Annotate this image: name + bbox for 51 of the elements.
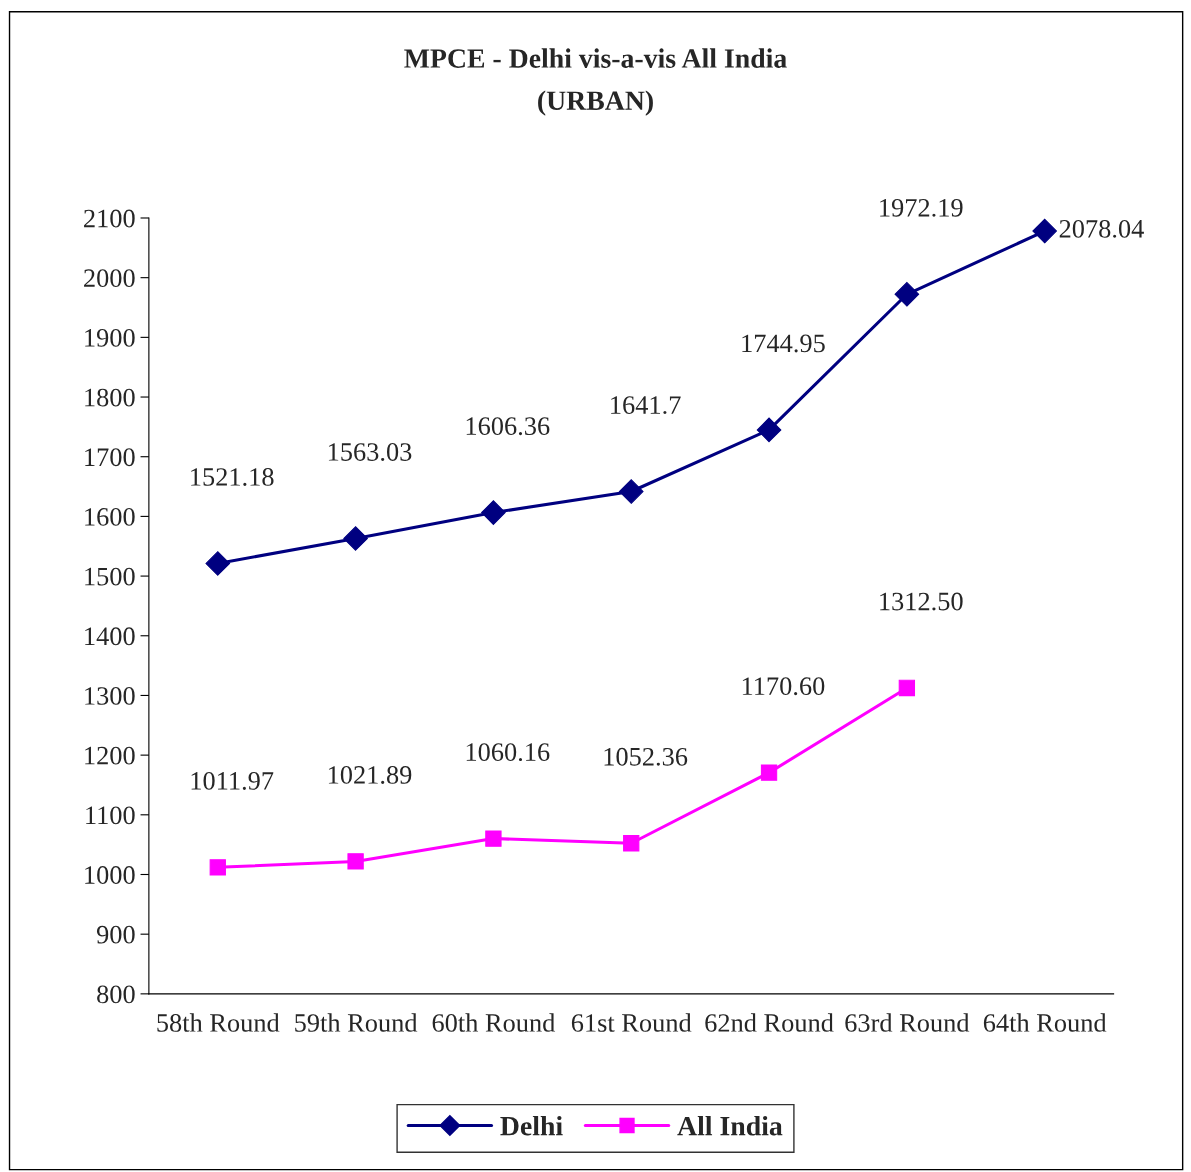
y-tick-label: 2100 xyxy=(84,209,135,228)
y-tick-label: 1900 xyxy=(85,328,135,347)
x-tick-label: 63rd Round xyxy=(845,1013,970,1032)
data-label: 1972.19 xyxy=(880,198,963,217)
data-label: 1606.36 xyxy=(466,417,550,436)
point xyxy=(623,835,640,852)
data-label: 1060.16 xyxy=(466,743,550,762)
point xyxy=(1032,218,1057,244)
legend-label: Delhi xyxy=(500,1115,563,1136)
x-tick-label: 59th Round xyxy=(295,1013,418,1032)
y-tick-label: 1000 xyxy=(85,866,135,884)
y-tick-label: 1500 xyxy=(85,567,135,586)
point xyxy=(894,281,920,307)
point xyxy=(205,551,231,576)
data-label: 1641.7 xyxy=(611,396,681,415)
point xyxy=(347,853,364,870)
data-label: 2078.04 xyxy=(1059,219,1144,238)
point xyxy=(485,830,502,847)
x-tick-label: 61st Round xyxy=(571,1013,692,1032)
data-label: 1312.50 xyxy=(880,592,963,611)
point xyxy=(343,526,368,551)
data-label: 1521.18 xyxy=(191,468,274,486)
x-tick-label: 58th Round xyxy=(157,1013,280,1032)
point xyxy=(209,859,226,876)
y-tick-label: 1400 xyxy=(85,627,135,646)
chart-title: MPCE - Delhi vis-a-vis All India xyxy=(404,48,787,68)
x-tick-label: 64th Round xyxy=(983,1013,1107,1032)
y-tick-label: 1600 xyxy=(85,508,135,526)
y-tick-label: 900 xyxy=(96,925,135,944)
chart-subtitle: (URBAN) xyxy=(538,90,653,116)
point xyxy=(760,764,778,781)
y-tick-label: 1700 xyxy=(85,448,135,467)
point xyxy=(618,479,644,504)
point xyxy=(756,417,782,443)
y-tick-label: 1200 xyxy=(85,746,135,765)
y-tick-label: 1800 xyxy=(85,388,135,407)
legend-label: All India xyxy=(677,1115,783,1136)
data-label: 1021.89 xyxy=(328,766,412,784)
x-tick-label: 62nd Round xyxy=(705,1013,834,1032)
point xyxy=(481,500,506,525)
data-label: 1052.36 xyxy=(604,747,688,766)
data-label: 1011.97 xyxy=(191,771,274,790)
y-tick-label: 1300 xyxy=(85,687,135,705)
data-label: 1744.95 xyxy=(742,334,825,353)
y-tick-label: 1100 xyxy=(86,806,135,825)
data-label: 1170.60 xyxy=(742,677,825,696)
data-label: 1563.03 xyxy=(328,443,412,461)
y-tick-label: 800 xyxy=(97,985,135,1004)
x-tick-label: 60th Round xyxy=(432,1013,556,1032)
y-tick-label: 2000 xyxy=(84,269,135,288)
point xyxy=(898,679,916,697)
